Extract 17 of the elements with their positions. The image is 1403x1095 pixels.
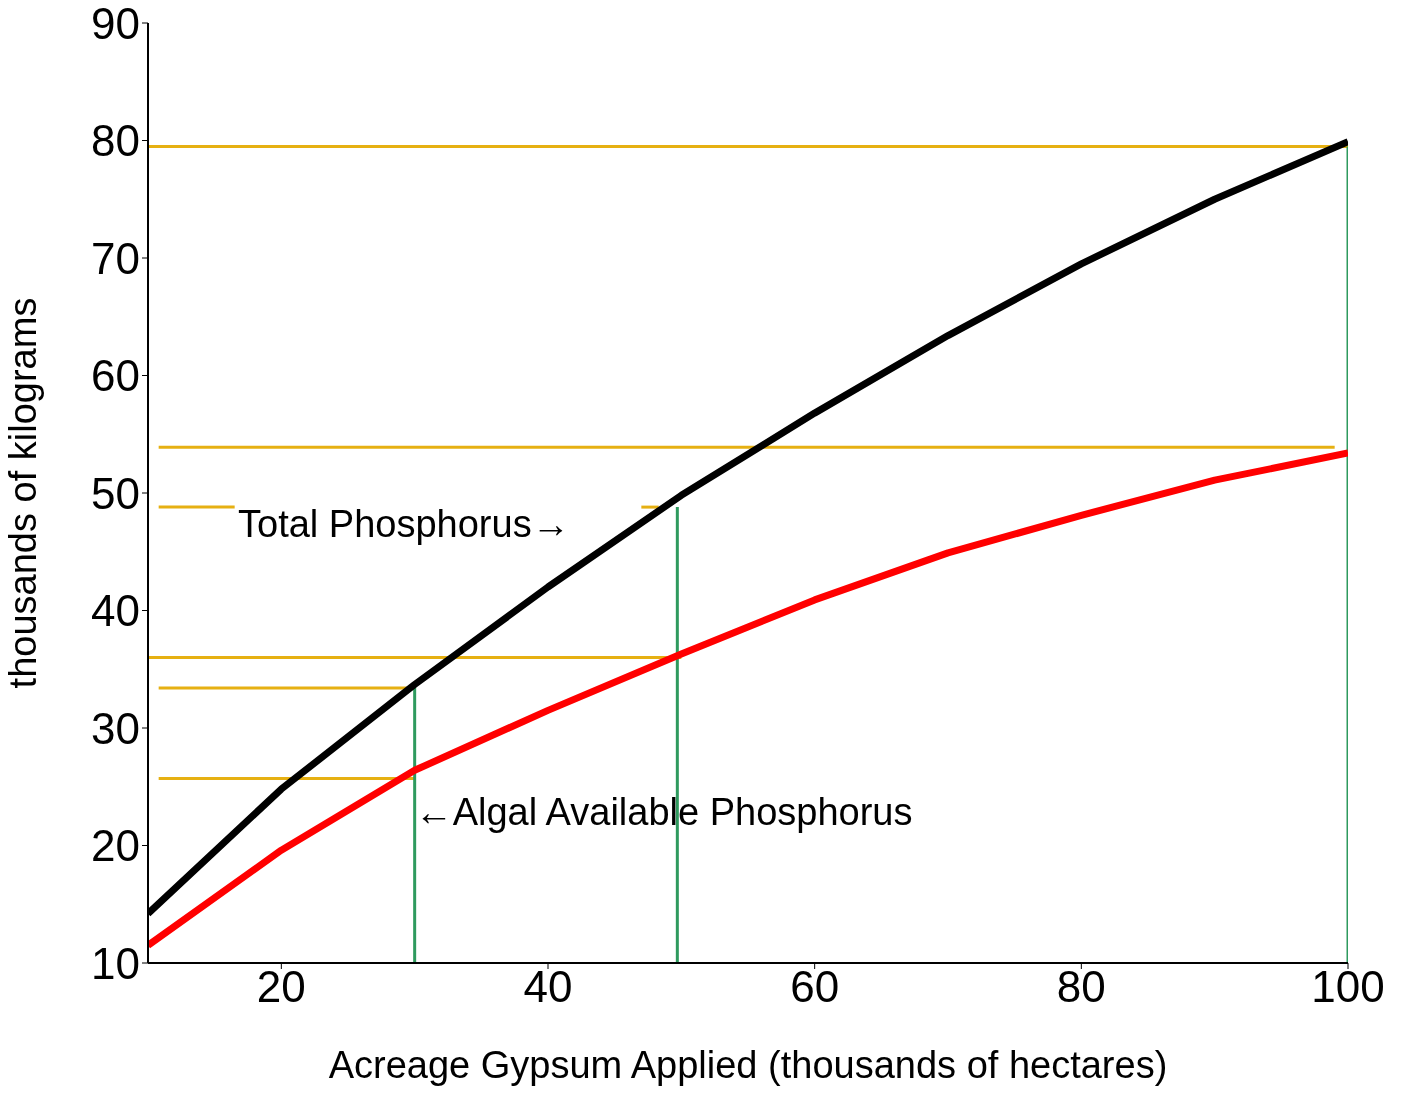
x-tick-label: 40: [523, 962, 573, 1012]
y-axis-title: thousands of kilograms: [2, 297, 45, 689]
y-tick-label: 80: [91, 116, 140, 166]
x-axis-title: Acreage Gypsum Applied (thousands of hectares): [328, 1044, 1168, 1086]
x-tick-label: 100: [1311, 962, 1385, 1012]
y-tick-label: 70: [91, 233, 140, 283]
y-tick-label: 40: [91, 586, 140, 636]
y-tick-label: 60: [91, 351, 140, 401]
x-tick-label: 60: [790, 962, 840, 1012]
x-tick-label: 80: [1056, 962, 1106, 1012]
x-tick-label: 20: [256, 962, 306, 1012]
y-tick-label: 20: [91, 821, 140, 871]
y-tick-label: 30: [91, 703, 140, 753]
y-tick-label: 10: [91, 938, 140, 988]
y-tick-label: 50: [91, 468, 140, 518]
y-tick-label: 90: [91, 0, 140, 48]
annotation: Total Phosphorus→: [238, 503, 570, 546]
